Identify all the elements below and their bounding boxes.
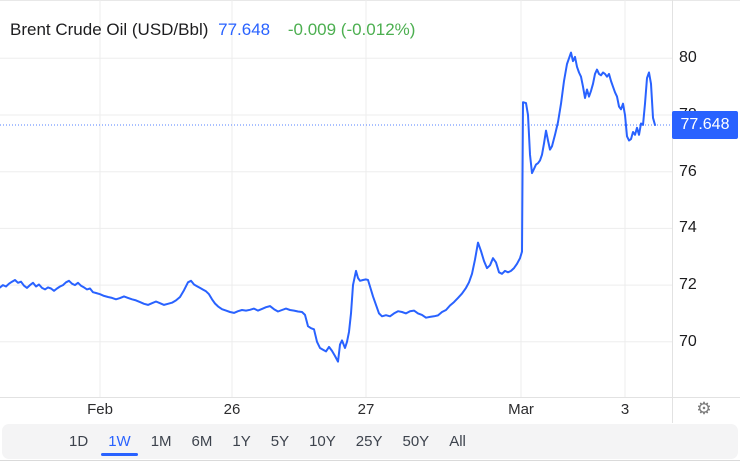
header-change: -0.009 (-0.012%) bbox=[287, 20, 416, 39]
y-tick-label: 70 bbox=[679, 332, 697, 350]
range-button-5y[interactable]: 5Y bbox=[270, 433, 290, 450]
x-tick-label: Feb bbox=[87, 401, 113, 418]
price-line-chart[interactable] bbox=[0, 0, 672, 397]
range-button-10y[interactable]: 10Y bbox=[309, 433, 336, 450]
axis-right-border bbox=[672, 0, 673, 423]
chart-header: Brent Crude Oil (USD/Bbl) 77.648 -0.009 … bbox=[10, 20, 415, 40]
settings-gear-icon[interactable]: ⚙ bbox=[696, 399, 712, 418]
header-price: 77.648 bbox=[218, 20, 271, 39]
current-price-value: 77.648 bbox=[680, 115, 730, 133]
y-tick-label: 74 bbox=[679, 219, 697, 237]
range-button-50y[interactable]: 50Y bbox=[402, 433, 430, 450]
y-tick-label: 72 bbox=[679, 276, 697, 294]
x-axis-line bbox=[0, 397, 740, 398]
bottom-divider bbox=[0, 460, 740, 461]
range-button-6m[interactable]: 6M bbox=[191, 433, 213, 450]
range-button-25y[interactable]: 25Y bbox=[355, 433, 383, 450]
top-border bbox=[0, 0, 740, 1]
x-tick-label: 27 bbox=[357, 401, 375, 418]
instrument-title: Brent Crude Oil (USD/Bbl) bbox=[10, 20, 209, 39]
y-tick-label: 80 bbox=[679, 49, 697, 67]
price-series-line bbox=[0, 51, 656, 363]
x-tick-label: 26 bbox=[223, 401, 241, 418]
range-button-1m[interactable]: 1M bbox=[150, 433, 172, 450]
y-tick-label: 76 bbox=[679, 162, 697, 180]
x-tick-label: 3 bbox=[620, 401, 630, 418]
x-tick-label: Mar bbox=[508, 401, 534, 418]
range-selector-bar: 1D 1W 1M 6M 1Y 5Y 10Y 25Y 50Y All bbox=[2, 424, 738, 459]
current-price-tag: 77.648 bbox=[672, 110, 738, 139]
range-button-all[interactable]: All bbox=[449, 433, 466, 450]
range-button-1w[interactable]: 1W bbox=[98, 428, 141, 456]
range-button-1d[interactable]: 1D bbox=[69, 433, 89, 450]
range-button-1y[interactable]: 1Y bbox=[232, 433, 251, 450]
